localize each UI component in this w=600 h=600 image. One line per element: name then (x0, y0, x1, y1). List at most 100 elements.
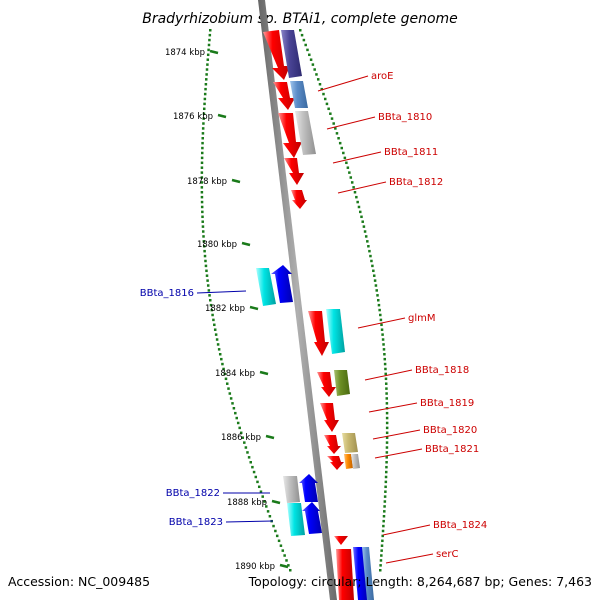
track-dot (299, 29, 302, 32)
track-dot (213, 323, 216, 327)
gene-block-khaki[interactable] (342, 433, 358, 453)
gene-block-steel[interactable] (290, 81, 308, 108)
track-dot (203, 249, 206, 253)
scale-tick-mark (259, 370, 269, 376)
track-dot (203, 254, 207, 258)
gene-label[interactable]: BBta_1819 (420, 398, 474, 409)
track-dot (385, 451, 389, 454)
label-leader-line (337, 181, 387, 194)
gene-block-olive[interactable] (334, 370, 350, 396)
track-dot (200, 191, 204, 194)
gene-block-cyan[interactable] (287, 503, 305, 536)
track-dot (247, 456, 251, 459)
track-dot (206, 284, 210, 287)
gene-arrow[interactable] (278, 113, 302, 158)
track-dot (204, 87, 207, 91)
track-dot (241, 436, 244, 439)
track-dot (309, 58, 313, 61)
gene-block-gray[interactable] (283, 476, 300, 503)
track-dot (384, 485, 387, 489)
gene-arrow[interactable] (302, 502, 322, 534)
scale-tick-mark (231, 178, 241, 184)
gene-block-steel[interactable] (362, 547, 374, 600)
tick-track-outer (299, 29, 389, 572)
track-dot (318, 83, 322, 86)
track-dot (342, 151, 345, 155)
gene-block-gray[interactable] (295, 111, 316, 155)
track-dot (202, 122, 205, 125)
track-dot (210, 308, 214, 312)
track-dot (320, 87, 323, 91)
gene-arrow[interactable] (263, 30, 290, 80)
track-dot (385, 402, 389, 405)
gene-arrow[interactable] (327, 456, 344, 470)
track-dot (325, 102, 329, 106)
gene-label[interactable]: BBta_1818 (415, 365, 469, 376)
track-dot (208, 38, 211, 42)
gene-label[interactable]: serC (436, 549, 458, 560)
gene-arrow[interactable] (336, 549, 354, 600)
track-dot (381, 333, 384, 336)
gene-label[interactable]: BBta_1820 (423, 425, 477, 436)
gene-arrow[interactable] (273, 82, 295, 110)
track-dot (201, 127, 205, 130)
track-dot (209, 299, 212, 302)
gene-label[interactable]: BBta_1824 (433, 520, 487, 531)
gene-arrow[interactable] (324, 435, 341, 454)
track-dot (202, 117, 205, 120)
gene-label[interactable]: glmM (408, 313, 436, 324)
track-dot (382, 348, 386, 351)
track-dot (382, 524, 385, 528)
gene-arrow[interactable] (334, 536, 348, 545)
gene-block-cyan[interactable] (256, 268, 276, 306)
gene-block-navy[interactable] (281, 30, 302, 78)
gene-arrow[interactable] (284, 158, 304, 185)
track-dot (201, 141, 204, 145)
gene-arrow[interactable] (299, 474, 318, 502)
track-dot (259, 490, 263, 493)
gene-label[interactable]: BBta_1816 (140, 288, 194, 299)
gene-block-cyan[interactable] (326, 309, 345, 354)
genome-backbone (258, 0, 337, 600)
track-dot (368, 249, 371, 253)
gene-label[interactable]: BBta_1811 (384, 147, 438, 158)
gene-arrow[interactable] (271, 265, 293, 303)
track-dot (202, 112, 206, 115)
gene-label[interactable]: BBta_1822 (166, 488, 220, 499)
gene-label[interactable]: BBta_1812 (389, 177, 443, 188)
gene-arrow[interactable] (320, 403, 339, 432)
gene-block-gray[interactable] (351, 454, 360, 469)
track-dot (203, 102, 206, 106)
track-dot (384, 490, 387, 493)
track-dot (200, 195, 204, 199)
gene-label[interactable]: aroE (371, 71, 393, 82)
track-dot (201, 230, 205, 233)
track-dot (239, 431, 243, 435)
track-dot (377, 299, 380, 302)
gene-arrow[interactable] (291, 190, 307, 209)
track-dot (285, 559, 288, 562)
track-dot (214, 333, 218, 336)
gene-label[interactable]: BBta_1810 (378, 112, 432, 123)
track-dot (385, 421, 389, 425)
track-dot (236, 421, 240, 425)
track-dot (223, 372, 227, 376)
track-dot (209, 303, 213, 307)
track-dot (375, 289, 378, 292)
track-dot (381, 534, 384, 538)
label-leader-line (364, 369, 413, 381)
scale-tick-mark (217, 113, 227, 119)
gene-label[interactable]: BBta_1821 (425, 444, 479, 455)
track-dot (381, 338, 385, 341)
gene-block-orange[interactable] (344, 454, 353, 469)
track-dot (385, 416, 389, 420)
gene-arrow[interactable] (308, 311, 329, 356)
track-dot (256, 480, 259, 484)
track-dot (385, 392, 388, 395)
track-dot (384, 382, 388, 385)
track-dot (346, 166, 350, 169)
gene-label[interactable]: BBta_1823 (169, 517, 223, 528)
track-dot (383, 357, 387, 361)
track-dot (385, 397, 389, 400)
gene-arrow[interactable] (317, 372, 336, 397)
